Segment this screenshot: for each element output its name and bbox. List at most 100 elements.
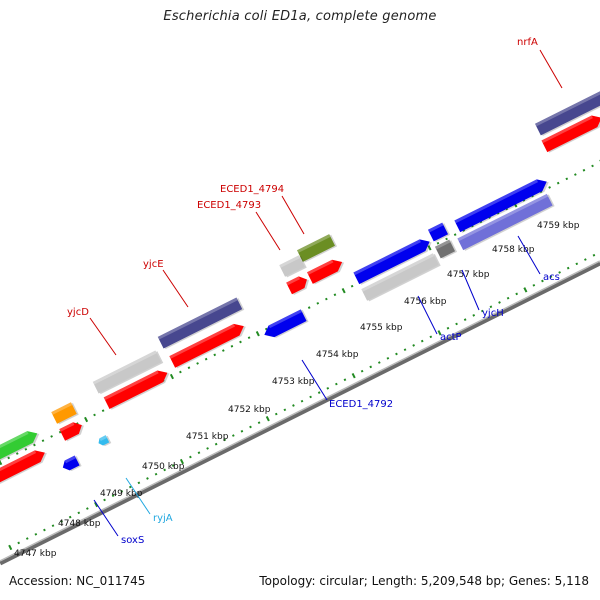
feature-arrow xyxy=(98,435,110,446)
tick-label: 4759 kbp xyxy=(537,221,580,231)
label-leader-lines xyxy=(89,49,563,537)
gene-feature xyxy=(454,179,549,233)
feature-highlight xyxy=(296,234,331,253)
inner-tick-minor xyxy=(171,464,175,467)
outer-tick-minor xyxy=(582,168,586,172)
inner-tick-major xyxy=(179,458,184,465)
inner-tick-minor xyxy=(77,511,81,515)
outer-tick-minor xyxy=(333,293,337,297)
outer-tick-major xyxy=(0,459,3,466)
genome-summary-text: Topology: circular; Length: 5,209,548 bp… xyxy=(259,574,589,588)
outer-tick-minor xyxy=(264,327,268,331)
inner-tick-minor xyxy=(566,266,570,270)
inner-tick-minor xyxy=(103,498,106,502)
outer-tick-minor xyxy=(196,362,199,365)
tick-label: 4753 kbp xyxy=(272,377,315,387)
inner-tick-major xyxy=(265,415,270,422)
feature-arrow xyxy=(427,222,449,242)
inner-tick-major xyxy=(94,501,99,508)
inner-tick-minor xyxy=(111,494,115,498)
feature-highlight xyxy=(306,259,334,275)
feature-arrow xyxy=(534,90,600,136)
feature-arrow xyxy=(59,422,82,441)
feature-arrow xyxy=(51,402,77,424)
inner-tick-minor xyxy=(395,352,398,356)
inner-tick-minor xyxy=(429,335,433,339)
inner-tick-minor xyxy=(274,412,278,416)
gene-feature xyxy=(353,239,432,285)
tick-label: 4752 kbp xyxy=(228,405,271,415)
gene-feature xyxy=(98,435,112,447)
tick-label: 4755 kbp xyxy=(360,323,403,333)
inner-tick-minor xyxy=(300,399,304,403)
inner-tick-minor xyxy=(206,447,209,450)
inner-tick-minor xyxy=(86,507,89,510)
inner-tick-minor xyxy=(154,472,158,476)
feature-arrow xyxy=(457,193,553,251)
backbone-highlight xyxy=(0,260,600,562)
inner-tick-major xyxy=(351,373,356,379)
inner-tick-minor xyxy=(412,344,415,347)
feature-highlight xyxy=(169,323,236,359)
inner-tick-minor xyxy=(335,382,338,386)
inner-tick-minor xyxy=(51,524,55,528)
leader-line xyxy=(517,235,541,275)
gene-feature xyxy=(534,90,600,137)
leader-line xyxy=(93,499,119,537)
feature-highlight xyxy=(454,179,539,224)
outer-tick-minor xyxy=(325,297,328,301)
inner-tick-minor xyxy=(403,348,407,352)
outer-tick-minor xyxy=(574,173,577,176)
leader-line xyxy=(281,195,305,235)
inner-tick-minor xyxy=(360,369,364,373)
inner-tick-minor xyxy=(231,434,235,437)
feature-arrow xyxy=(286,276,307,295)
feature-arrow xyxy=(279,255,305,277)
feature-highlight xyxy=(0,450,37,477)
gene-label: ECED1_4793 xyxy=(197,200,261,211)
leader-line xyxy=(417,295,438,335)
gene-labels: nrfA ECED1_4794 ECED1_4793 yjcE yjcD acs yjcH a… xyxy=(67,37,560,546)
inner-tick-minor xyxy=(257,421,261,425)
feature-highlight xyxy=(353,239,421,276)
inner-tick-minor xyxy=(463,318,467,321)
inner-tick-minor xyxy=(472,314,476,317)
genome-backbone xyxy=(0,260,600,566)
gene-label: ECED1_4792 xyxy=(329,399,393,410)
feature-highlight xyxy=(457,193,549,242)
inner-tick-minor xyxy=(43,528,46,532)
gene-feature xyxy=(361,253,441,302)
inner-tick-minor xyxy=(223,438,227,442)
tick-label: 4756 kbp xyxy=(404,297,447,307)
inner-tick-minor xyxy=(420,339,424,343)
feature-arrow xyxy=(361,253,439,301)
inner-tick-minor xyxy=(592,253,596,257)
inner-tick-major xyxy=(437,330,442,336)
inner-tick-minor xyxy=(369,365,373,369)
inner-tick-minor xyxy=(240,429,244,433)
inner-tick-minor xyxy=(480,309,484,313)
outer-tick-minor xyxy=(591,164,594,168)
feature-highlight xyxy=(279,255,301,268)
feature-arrow xyxy=(0,431,38,463)
inner-tick-minor xyxy=(549,275,553,279)
outer-tick-minor xyxy=(239,340,242,344)
feature-arrow xyxy=(306,259,343,284)
feature-arrow xyxy=(434,239,456,259)
inner-tick-minor xyxy=(309,395,312,399)
outer-tick-minor xyxy=(213,353,217,357)
feature-highlight xyxy=(92,350,157,385)
leader-line xyxy=(162,269,189,308)
feature-arrow xyxy=(454,179,547,233)
gene-feature xyxy=(103,370,170,410)
gene-feature xyxy=(264,309,309,338)
outer-tick-minor xyxy=(101,409,105,413)
tick-label: 4757 kbp xyxy=(447,270,490,280)
inner-tick-minor xyxy=(541,279,544,283)
inner-tick-minor xyxy=(17,541,21,545)
inner-tick-track xyxy=(8,253,596,551)
inner-tick-minor xyxy=(60,520,63,523)
inner-tick-minor xyxy=(128,485,132,489)
inner-tick-minor xyxy=(532,283,536,287)
gene-label: nrfA xyxy=(517,37,538,48)
